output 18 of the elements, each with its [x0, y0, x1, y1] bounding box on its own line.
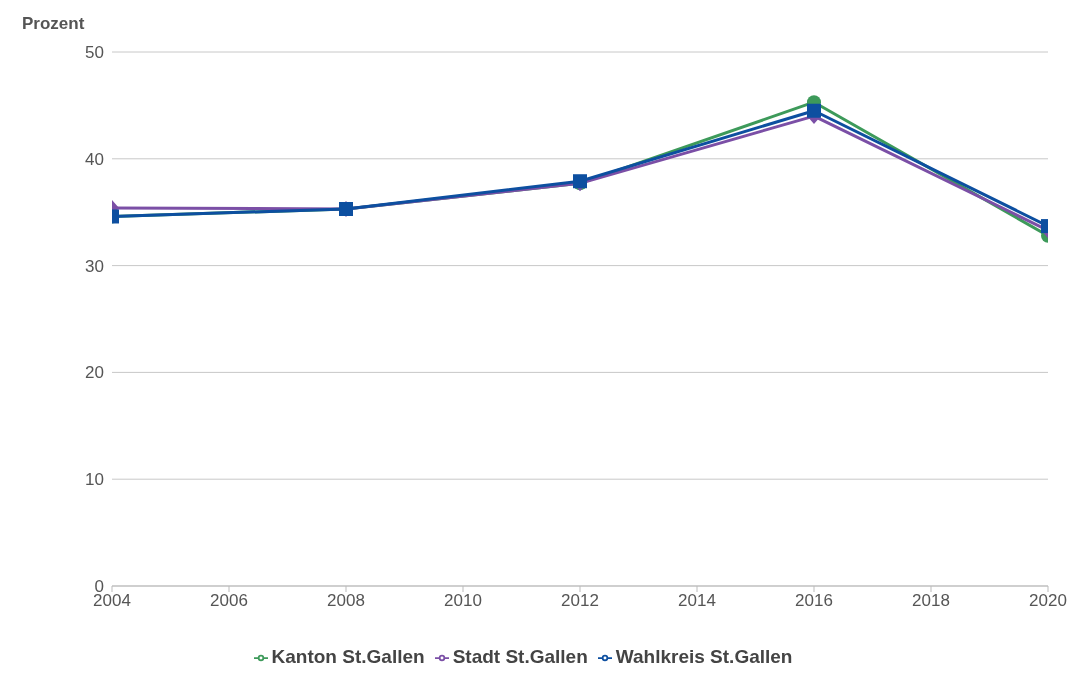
x-tick-label: 2006	[210, 591, 248, 611]
point	[807, 103, 821, 118]
x-tick-label: 2016	[795, 591, 833, 611]
legend-label: Wahlkreis St.Gallen	[615, 646, 793, 667]
y-tick-label: 40	[85, 149, 104, 169]
y-tick-label: 30	[85, 256, 104, 276]
legend-label: Stadt St.Gallen	[452, 646, 588, 667]
y-axis-title: Prozent	[22, 14, 85, 34]
legend-label: Kanton St.Gallen	[271, 646, 425, 667]
x-tick-label: 2012	[561, 591, 599, 611]
y-tick-label: 10	[85, 470, 104, 490]
y-tick-label: 20	[85, 363, 104, 383]
x-tick-label: 2008	[327, 591, 365, 611]
y-tick-label: 50	[85, 43, 104, 63]
x-tick-label: 2014	[678, 591, 716, 611]
x-tick-label: 2020	[1029, 591, 1067, 611]
x-tick-label: 2018	[912, 591, 950, 611]
x-tick-label: 2010	[444, 591, 482, 611]
